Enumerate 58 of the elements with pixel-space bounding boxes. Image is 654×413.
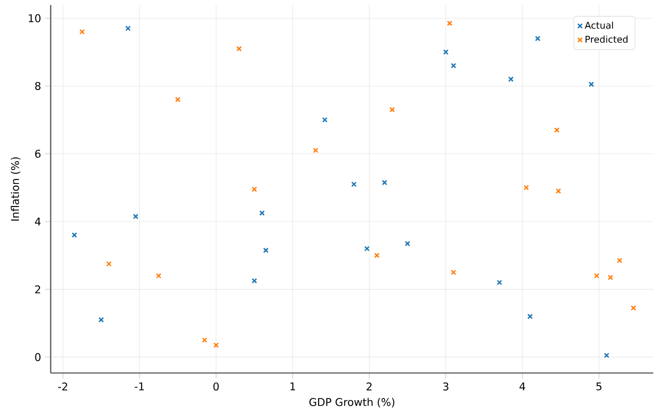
- point: [252, 186, 258, 192]
- point: [608, 274, 614, 280]
- point: [132, 214, 138, 220]
- point: [351, 182, 357, 187]
- point: [312, 148, 318, 154]
- point: [175, 96, 181, 102]
- point: [594, 273, 600, 278]
- point: [106, 261, 112, 267]
- point: [98, 317, 104, 323]
- point: [496, 280, 502, 286]
- point: [202, 337, 208, 343]
- x-tick-label: 2: [366, 382, 372, 390]
- y-tick-label: 4: [34, 218, 41, 226]
- y-tick-label: 6: [35, 150, 41, 158]
- point: [259, 210, 265, 216]
- point: [616, 258, 622, 264]
- point: [508, 76, 514, 82]
- point: [446, 20, 452, 26]
- point: [527, 314, 533, 320]
- point: [450, 270, 456, 276]
- point: [364, 246, 370, 252]
- x-axis-title: GDP Growth (%): [309, 398, 394, 408]
- point: [236, 46, 242, 52]
- x-tick-label: 0: [213, 382, 219, 391]
- x-tick-label: -1: [134, 382, 144, 390]
- point: [322, 117, 328, 123]
- point: [450, 62, 456, 68]
- point: [125, 26, 131, 32]
- point: [252, 278, 258, 284]
- point: [630, 305, 636, 311]
- point: [443, 49, 449, 55]
- y-tick-label: 0: [35, 353, 40, 362]
- point: [263, 248, 269, 254]
- point: [604, 352, 610, 358]
- x-tick-label: 5: [596, 382, 602, 390]
- y-axis-title: Inflation (%): [10, 157, 20, 221]
- point: [72, 232, 78, 238]
- y-tick-label: 10: [28, 14, 40, 22]
- point: [534, 36, 540, 42]
- legend-label: Predicted: [586, 36, 628, 43]
- legend-label: Actual: [584, 22, 613, 29]
- point: [374, 252, 380, 258]
- point: [523, 184, 529, 190]
- point: [79, 29, 85, 34]
- point: [213, 342, 219, 348]
- x-tick-label: 3: [443, 382, 448, 391]
- point: [556, 188, 562, 194]
- y-tick-label: 8: [35, 82, 40, 90]
- point: [588, 82, 594, 88]
- point: [389, 106, 395, 112]
- point: [404, 240, 410, 246]
- x-tick-label: 1: [290, 382, 296, 390]
- x-tick-label: -2: [58, 382, 68, 390]
- y-tick-label: 2: [35, 285, 40, 294]
- point: [554, 127, 560, 133]
- point: [156, 273, 162, 278]
- x-tick-label: 4: [520, 382, 526, 390]
- point: [382, 180, 388, 186]
